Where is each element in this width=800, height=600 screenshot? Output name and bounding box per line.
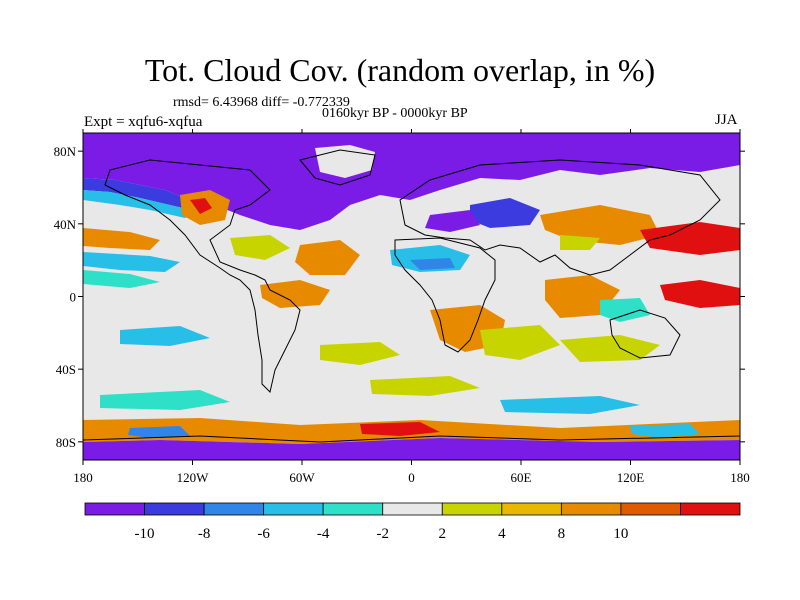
colorbar-swatch <box>560 502 622 516</box>
colorbar-swatch <box>203 502 265 516</box>
chart-title: Tot. Cloud Cov. (random overlap, in %) <box>144 52 656 88</box>
colorbar-swatch <box>144 502 205 516</box>
cloud-cover-anomaly-field <box>83 133 740 460</box>
x-tick-label: 60E <box>511 470 532 485</box>
colorbar-swatch <box>263 502 324 516</box>
season-label: JJA <box>715 112 738 128</box>
y-axis-ticks: 80N 40N 0 40S 80S <box>54 144 745 450</box>
colorbar-swatch <box>680 502 741 516</box>
experiment-label: Expt = xqfu6-xqfua <box>84 114 203 130</box>
colorbar-swatch <box>322 502 384 516</box>
x-tick-label: 120E <box>617 470 645 485</box>
colorbar-swatch <box>620 502 681 516</box>
colorbar-label: -6 <box>257 526 270 542</box>
x-tick-label: 120W <box>177 470 210 485</box>
colorbar: -10 -8 -6 -4 -2 2 4 8 10 <box>84 502 741 542</box>
coastlines <box>83 149 740 443</box>
y-tick-label: 0 <box>70 290 77 305</box>
colorbar-swatch <box>382 502 443 516</box>
colorbar-label: -4 <box>317 526 330 542</box>
colorbar-label: -8 <box>198 526 211 542</box>
rmsd-diff-stats: rmsd= 6.43968 diff= -0.772339 <box>173 95 350 110</box>
period-label: 0160kyr BP - 0000kyr BP <box>322 106 468 121</box>
y-tick-label: 40N <box>54 217 77 232</box>
y-tick-label: 80N <box>54 144 77 159</box>
y-tick-label: 80S <box>56 435 76 450</box>
y-tick-label: 40S <box>56 362 76 377</box>
x-axis-ticks: 180 120W 60W 0 60E 120E 180 <box>73 129 750 485</box>
colorbar-swatch <box>501 502 562 516</box>
colorbar-label: 8 <box>558 526 566 542</box>
x-tick-label: 180 <box>73 470 93 485</box>
colorbar-label: 10 <box>613 526 628 542</box>
x-tick-label: 180 <box>730 470 750 485</box>
colorbar-swatch <box>84 502 145 516</box>
colorbar-label: -10 <box>135 526 155 542</box>
x-tick-label: 0 <box>408 470 415 485</box>
colorbar-label: 4 <box>498 526 506 542</box>
x-tick-label: 60W <box>289 470 315 485</box>
colorbar-label: -2 <box>376 526 389 542</box>
colorbar-swatch <box>441 502 503 516</box>
colorbar-label: 2 <box>439 526 447 542</box>
